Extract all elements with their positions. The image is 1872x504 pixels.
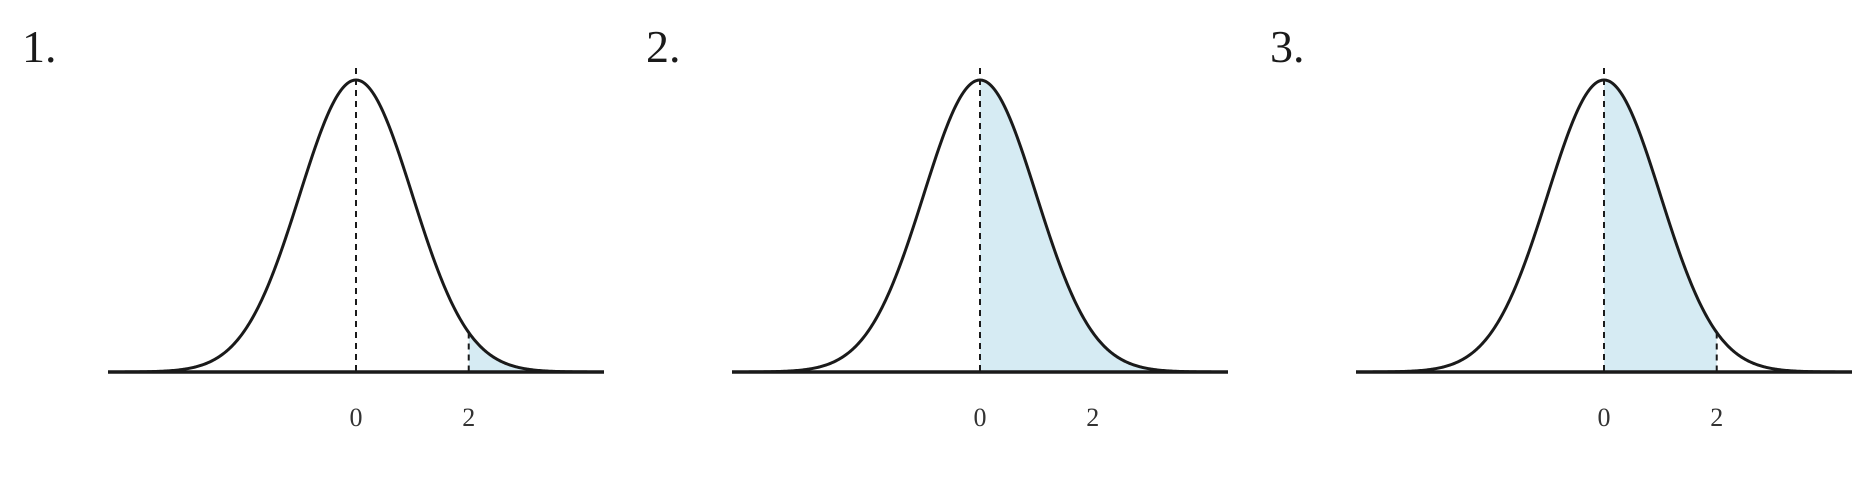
shaded-area: [980, 80, 1228, 372]
x-tick-label: 0: [974, 403, 987, 432]
x-tick-label: 0: [350, 403, 363, 432]
x-tick-label: 2: [462, 403, 475, 432]
panel-label: 1.: [22, 21, 57, 72]
x-tick-label: 2: [1710, 403, 1723, 432]
x-tick-label: 0: [1598, 403, 1611, 432]
x-tick-label: 2: [1086, 403, 1099, 432]
shaded-area: [1604, 80, 1717, 372]
panel-label: 2.: [646, 21, 681, 72]
panel-label: 3.: [1270, 21, 1305, 72]
